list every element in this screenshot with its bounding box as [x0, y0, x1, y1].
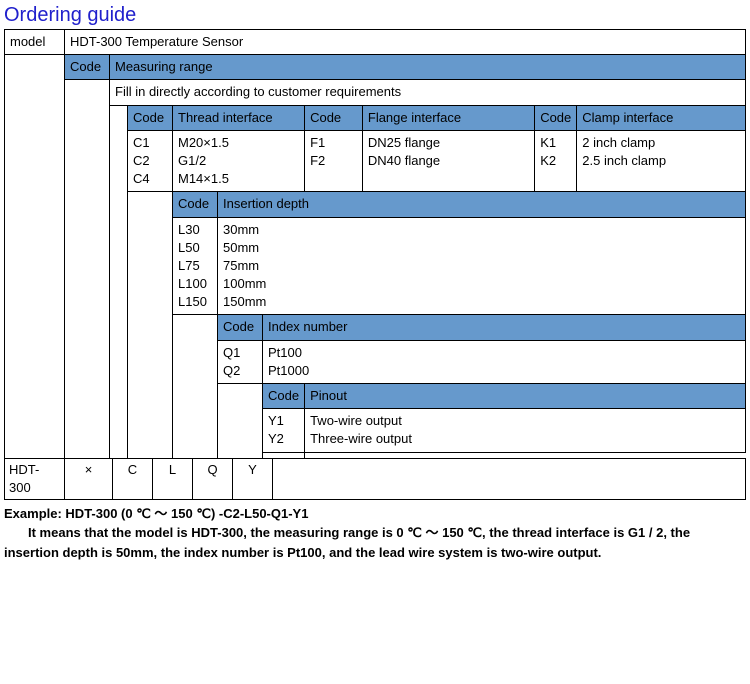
bottom-y: Y	[233, 458, 273, 499]
thread-codes: C1 C2 C4	[128, 130, 173, 192]
flange-codes: F1 F2	[305, 130, 363, 192]
bottom-model: HDT-300	[5, 458, 65, 499]
page-title: Ordering guide	[4, 4, 746, 27]
example-block: Example: HDT-300 (0 ℃ ～ 150 ℃) -C2-L50-Q…	[4, 504, 746, 563]
flange-header: Flange interface	[362, 105, 534, 130]
bottom-summary: HDT-300 × C L Q Y	[4, 458, 746, 500]
clamp-values: 2 inch clamp 2.5 inch clamp	[577, 130, 746, 192]
ordering-guide-table: model HDT-300 Temperature Sensor Code Me…	[4, 29, 746, 459]
measuring-range-header: Measuring range	[110, 55, 746, 80]
pinout-header: Pinout	[305, 384, 746, 409]
bottom-q: Q	[193, 458, 233, 499]
index-values: Pt100 Pt1000	[263, 340, 746, 383]
example-line2: It means that the model is HDT-300, the …	[4, 523, 746, 562]
index-header: Index number	[263, 315, 746, 340]
model-value: HDT-300 Temperature Sensor	[65, 30, 746, 55]
clamp-header: Clamp interface	[577, 105, 746, 130]
measuring-range-note: Fill in directly according to customer r…	[110, 80, 746, 105]
bottom-c: C	[113, 458, 153, 499]
flange-code-header: Code	[305, 105, 363, 130]
model-label: model	[5, 30, 65, 55]
bottom-sep: ×	[65, 458, 113, 499]
insertion-values: 30mm 50mm 75mm 100mm 150mm	[218, 217, 746, 315]
thread-code-header: Code	[128, 105, 173, 130]
clamp-codes: K1 K2	[535, 130, 577, 192]
pinout-values: Two-wire output Three-wire output	[305, 409, 746, 452]
pinout-codes: Y1 Y2	[263, 409, 305, 452]
insertion-header: Insertion depth	[218, 192, 746, 217]
insertion-codes: L30 L50 L75 L100 L150	[173, 217, 218, 315]
index-code-header: Code	[218, 315, 263, 340]
thread-values: M20×1.5 G1/2 M14×1.5	[173, 130, 305, 192]
clamp-code-header: Code	[535, 105, 577, 130]
example-line1: Example: HDT-300 (0 ℃ ～ 150 ℃) -C2-L50-Q…	[4, 506, 308, 521]
insertion-code-header: Code	[173, 192, 218, 217]
thread-header: Thread interface	[173, 105, 305, 130]
flange-values: DN25 flange DN40 flange	[362, 130, 534, 192]
measuring-range-code-header: Code	[65, 55, 110, 80]
pinout-code-header: Code	[263, 384, 305, 409]
index-codes: Q1 Q2	[218, 340, 263, 383]
bottom-l: L	[153, 458, 193, 499]
